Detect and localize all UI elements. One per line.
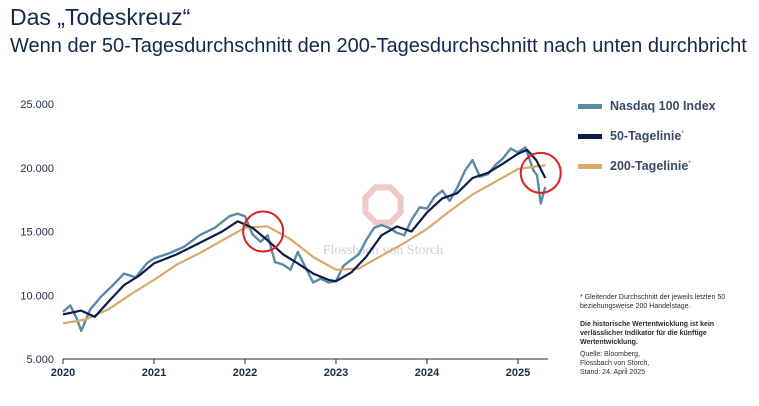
disclaimer-text: Die historische Wertentwicklung ist kein… bbox=[580, 321, 715, 346]
y-tick-label: 15.000 bbox=[20, 227, 54, 239]
x-tick-label: 2021 bbox=[142, 367, 166, 379]
death-cross-highlight-circle bbox=[242, 210, 285, 253]
series-line-nasdaq bbox=[62, 146, 547, 333]
chart-title: Das „Todeskreuz“ bbox=[10, 4, 191, 30]
y-tick-label: 5.000 bbox=[26, 354, 54, 366]
legend-label-ma50: 50-Tagelinie* bbox=[610, 129, 684, 143]
legend-label-nasdaq: Nasdaq 100 Index bbox=[610, 99, 716, 113]
source-text: Quelle: Bloomberg, Flossbach von Storch,… bbox=[580, 351, 650, 376]
legend-sup-ma50: * bbox=[681, 130, 684, 137]
series-line-ma50 bbox=[62, 148, 547, 318]
legend-swatch-nasdaq bbox=[578, 104, 602, 109]
legend-label-ma200: 200-Tagelinie* bbox=[610, 159, 691, 173]
x-tick-label: 2023 bbox=[324, 367, 348, 379]
x-tick-label: 2022 bbox=[233, 367, 257, 379]
watermark-logo-icon bbox=[362, 184, 404, 226]
series-line-ma200 bbox=[62, 164, 546, 325]
legend-swatch-ma50 bbox=[578, 134, 602, 139]
x-tick-label: 2020 bbox=[51, 367, 75, 379]
death-cross-highlight-circle bbox=[519, 151, 562, 194]
x-tick-label: 2025 bbox=[506, 367, 530, 379]
legend-swatch-ma200 bbox=[578, 164, 602, 169]
y-tick-label: 20.000 bbox=[20, 163, 54, 175]
legend-sup-ma200: * bbox=[688, 160, 691, 167]
chart-subtitle: Wenn der 50-Tagesdurchschnitt den 200-Ta… bbox=[10, 35, 747, 57]
footnote-moving-average: * Gleitender Durchschnitt der jeweils le… bbox=[580, 294, 726, 310]
watermark-text: Flossbach von Storch bbox=[323, 243, 444, 258]
x-tick-label: 2024 bbox=[415, 367, 440, 379]
y-tick-label: 25.000 bbox=[20, 99, 54, 111]
y-tick-label: 10.000 bbox=[20, 290, 54, 302]
